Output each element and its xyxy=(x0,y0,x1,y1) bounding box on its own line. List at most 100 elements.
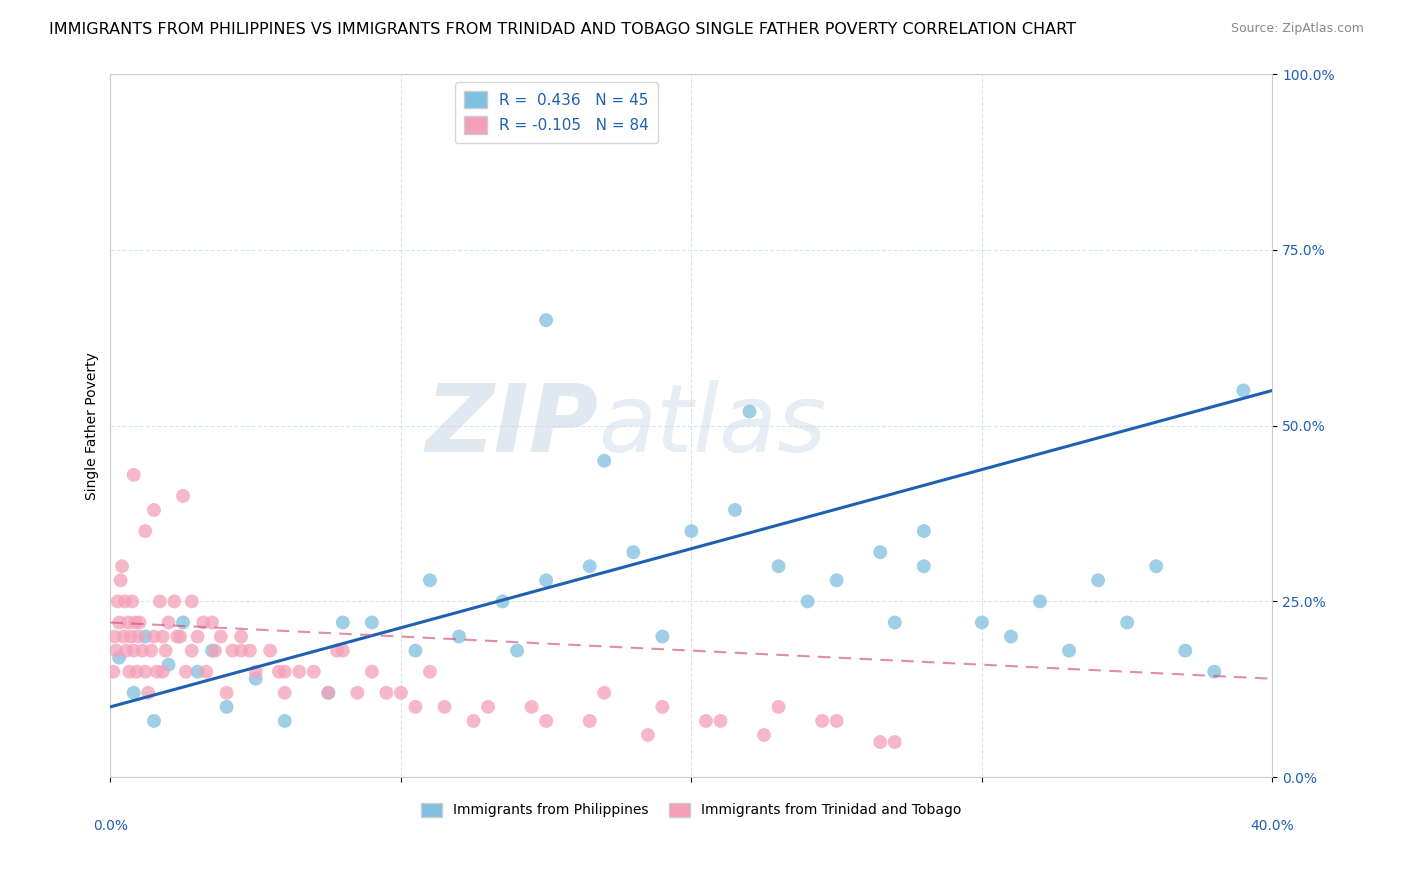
Point xyxy=(195,665,218,679)
Point xyxy=(134,665,156,679)
Point xyxy=(883,615,905,630)
Y-axis label: Single Father Poverty: Single Father Poverty xyxy=(86,351,100,500)
Point xyxy=(825,714,848,728)
Point xyxy=(245,665,267,679)
Point xyxy=(651,699,673,714)
Point xyxy=(288,665,311,679)
Point xyxy=(146,665,169,679)
Point xyxy=(118,665,141,679)
Point xyxy=(360,665,382,679)
Point xyxy=(1232,384,1254,398)
Point xyxy=(534,313,557,327)
Point xyxy=(477,699,499,714)
Point xyxy=(108,650,131,665)
Point xyxy=(695,714,717,728)
Point xyxy=(970,615,993,630)
Point xyxy=(534,714,557,728)
Point xyxy=(1116,615,1139,630)
Point xyxy=(316,686,339,700)
Point xyxy=(332,643,354,657)
Point xyxy=(128,615,150,630)
Point xyxy=(155,643,177,657)
Point xyxy=(869,545,891,559)
Point xyxy=(520,699,543,714)
Point xyxy=(302,665,325,679)
Point xyxy=(149,594,172,608)
Point xyxy=(209,630,232,644)
Point xyxy=(1204,665,1226,679)
Point xyxy=(122,467,145,482)
Point xyxy=(107,594,129,608)
Point xyxy=(231,643,253,657)
Text: 40.0%: 40.0% xyxy=(1250,820,1295,833)
Point xyxy=(121,594,143,608)
Point xyxy=(578,559,600,574)
Text: Source: ZipAtlas.com: Source: ZipAtlas.com xyxy=(1230,22,1364,36)
Point xyxy=(134,630,156,644)
Point xyxy=(131,643,153,657)
Point xyxy=(273,665,295,679)
Point xyxy=(681,524,703,538)
Point xyxy=(1000,630,1022,644)
Point xyxy=(578,714,600,728)
Point xyxy=(204,643,226,657)
Point xyxy=(404,699,426,714)
Point xyxy=(463,714,485,728)
Point xyxy=(419,574,441,588)
Point xyxy=(1029,594,1052,608)
Point xyxy=(326,643,349,657)
Point xyxy=(172,615,194,630)
Point xyxy=(346,686,368,700)
Point xyxy=(912,559,935,574)
Point xyxy=(534,574,557,588)
Point xyxy=(316,686,339,700)
Point xyxy=(593,686,616,700)
Point xyxy=(433,699,456,714)
Point xyxy=(193,615,215,630)
Point xyxy=(115,643,138,657)
Point xyxy=(117,615,139,630)
Point xyxy=(110,574,132,588)
Text: IMMIGRANTS FROM PHILIPPINES VS IMMIGRANTS FROM TRINIDAD AND TOBAGO SINGLE FATHER: IMMIGRANTS FROM PHILIPPINES VS IMMIGRANT… xyxy=(49,22,1076,37)
Point xyxy=(796,594,818,608)
Point xyxy=(201,643,224,657)
Point xyxy=(143,630,166,644)
Point xyxy=(143,714,166,728)
Point xyxy=(108,615,131,630)
Point xyxy=(120,630,142,644)
Point xyxy=(491,594,513,608)
Point xyxy=(103,665,125,679)
Point xyxy=(404,643,426,657)
Point xyxy=(122,686,145,700)
Legend: Immigrants from Philippines, Immigrants from Trinidad and Tobago: Immigrants from Philippines, Immigrants … xyxy=(416,797,967,823)
Point xyxy=(506,643,529,657)
Point xyxy=(419,665,441,679)
Text: 0.0%: 0.0% xyxy=(93,820,128,833)
Point xyxy=(332,615,354,630)
Point xyxy=(124,615,146,630)
Point xyxy=(869,735,891,749)
Point xyxy=(267,665,290,679)
Point xyxy=(157,615,180,630)
Point xyxy=(174,665,197,679)
Point xyxy=(1174,643,1197,657)
Point xyxy=(245,672,267,686)
Point xyxy=(125,665,148,679)
Point xyxy=(360,615,382,630)
Point xyxy=(127,630,149,644)
Point xyxy=(231,630,253,644)
Point xyxy=(169,630,191,644)
Point xyxy=(157,657,180,672)
Point xyxy=(768,559,790,574)
Point xyxy=(104,630,127,644)
Point xyxy=(112,630,135,644)
Point xyxy=(621,545,644,559)
Point xyxy=(143,503,166,517)
Point xyxy=(187,630,209,644)
Point xyxy=(221,643,243,657)
Point xyxy=(912,524,935,538)
Point xyxy=(152,665,174,679)
Point xyxy=(180,643,202,657)
Point xyxy=(111,559,134,574)
Point xyxy=(593,454,616,468)
